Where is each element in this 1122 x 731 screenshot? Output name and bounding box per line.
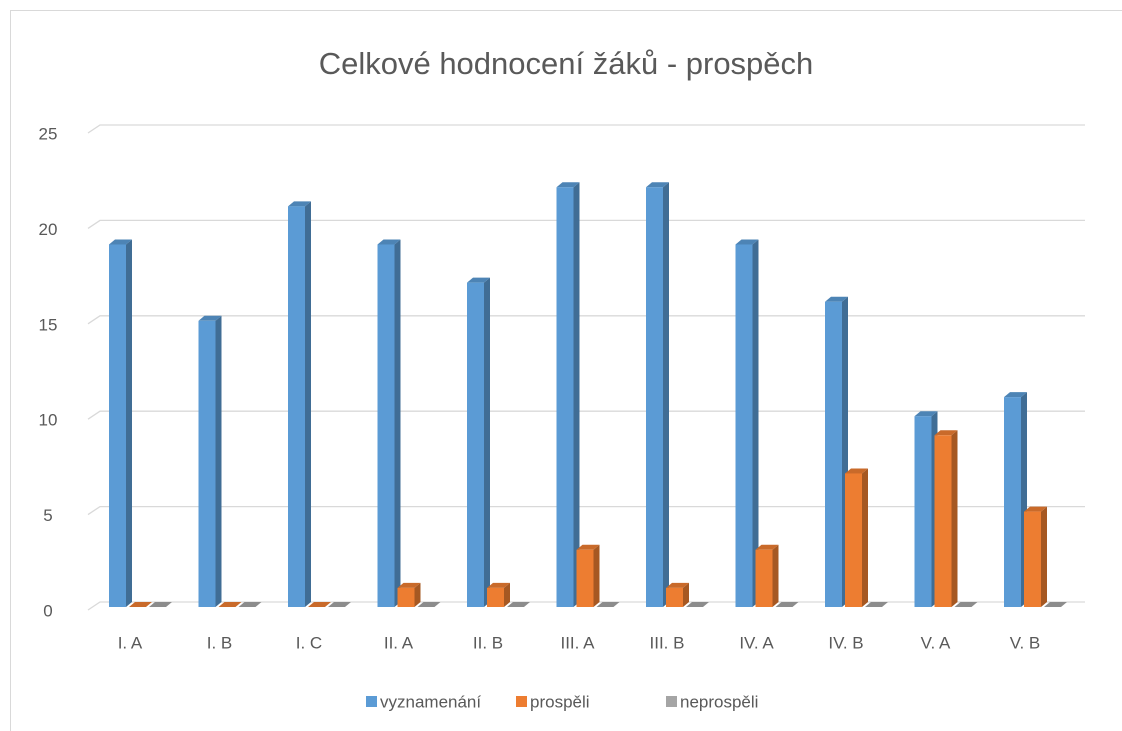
chart-title: Celkové hodnocení žáků - prospěch bbox=[319, 46, 814, 81]
bar-side bbox=[862, 468, 868, 607]
bar bbox=[556, 187, 574, 608]
bar bbox=[845, 473, 862, 607]
legend-label: vyznamenání bbox=[380, 692, 481, 711]
bar bbox=[198, 320, 216, 607]
bar-side bbox=[573, 182, 580, 608]
x-tick-label: III. B bbox=[650, 633, 685, 652]
bar bbox=[377, 244, 395, 608]
bar-top bbox=[735, 239, 759, 245]
bar-top bbox=[755, 544, 779, 550]
bar-top bbox=[576, 544, 600, 550]
bar-top bbox=[1044, 602, 1067, 607]
bar-top bbox=[238, 602, 262, 607]
bar bbox=[487, 587, 504, 607]
bar-side bbox=[951, 430, 958, 607]
legend-label: neprospěli bbox=[680, 692, 758, 711]
bar bbox=[735, 244, 753, 608]
bar-side bbox=[305, 201, 311, 607]
bar-top bbox=[198, 315, 222, 321]
bar-top bbox=[397, 582, 421, 588]
bar-top bbox=[934, 430, 958, 436]
bar bbox=[646, 187, 663, 608]
y-tick-label: 25 bbox=[39, 124, 58, 143]
bar-top bbox=[377, 239, 401, 245]
bar bbox=[467, 282, 484, 607]
bar bbox=[755, 549, 773, 607]
bar bbox=[934, 435, 952, 607]
y-tick-label: 0 bbox=[43, 601, 52, 620]
x-tick-label: I. B bbox=[207, 633, 233, 652]
legend-swatch bbox=[666, 696, 677, 707]
x-tick-label: IV. A bbox=[739, 633, 774, 652]
x-tick-label: IV. B bbox=[828, 633, 863, 652]
bar-side bbox=[1041, 506, 1047, 607]
bar-side bbox=[593, 544, 600, 607]
bar-top bbox=[328, 602, 351, 607]
bar-side bbox=[752, 239, 759, 608]
bar-top bbox=[308, 602, 331, 607]
bar bbox=[288, 206, 305, 607]
y-tick-label: 15 bbox=[39, 315, 58, 334]
bar-top bbox=[775, 602, 799, 607]
bar bbox=[825, 301, 842, 607]
bar bbox=[1004, 397, 1021, 607]
bar-side bbox=[663, 182, 669, 608]
bar-top bbox=[149, 602, 172, 607]
bar-side bbox=[683, 582, 689, 607]
bar-side bbox=[772, 544, 779, 607]
bar-top bbox=[865, 602, 888, 607]
bar-top bbox=[666, 582, 689, 588]
bar-top bbox=[845, 468, 868, 474]
legend-swatch bbox=[366, 696, 377, 707]
x-tick-label: V. A bbox=[921, 633, 951, 652]
bar bbox=[666, 587, 683, 607]
legend-label: prospěli bbox=[530, 692, 590, 711]
bar bbox=[914, 416, 932, 607]
bar-top bbox=[596, 602, 620, 607]
x-tick-label: II. A bbox=[384, 633, 414, 652]
bar-top bbox=[417, 602, 441, 607]
legend-swatch bbox=[516, 696, 527, 707]
bar-side bbox=[504, 582, 510, 607]
bar-top bbox=[825, 296, 848, 302]
bar-top bbox=[556, 182, 580, 188]
y-tick-label: 5 bbox=[43, 506, 52, 525]
bar-top bbox=[686, 602, 709, 607]
bar-top bbox=[954, 602, 978, 607]
grid-line bbox=[87, 219, 1085, 229]
bar-side bbox=[126, 239, 132, 608]
bar bbox=[576, 549, 594, 607]
y-tick-label: 20 bbox=[39, 220, 58, 239]
bar-top bbox=[487, 582, 510, 588]
bar-top bbox=[646, 182, 669, 188]
bar-top bbox=[467, 277, 490, 283]
bar bbox=[1024, 511, 1041, 607]
bar bbox=[109, 244, 126, 608]
x-tick-label: I. C bbox=[296, 633, 322, 652]
bar-top bbox=[914, 411, 938, 417]
bar-side bbox=[215, 315, 222, 607]
bar-top bbox=[109, 239, 132, 245]
bar-side bbox=[394, 239, 401, 608]
bar-side bbox=[414, 582, 421, 607]
bar-top bbox=[288, 201, 311, 207]
x-tick-label: II. B bbox=[473, 633, 503, 652]
bar-side bbox=[484, 277, 490, 607]
y-tick-label: 10 bbox=[39, 411, 58, 430]
x-tick-label: V. B bbox=[1010, 633, 1041, 652]
x-tick-label: I. A bbox=[118, 633, 143, 652]
bar-top bbox=[129, 602, 152, 607]
grid-line bbox=[87, 124, 1085, 134]
bar-top bbox=[218, 602, 242, 607]
bar-top bbox=[1004, 392, 1027, 398]
bar-top bbox=[1024, 506, 1047, 512]
x-tick-label: III. A bbox=[560, 633, 595, 652]
bar-top bbox=[507, 602, 530, 607]
bar bbox=[397, 587, 415, 607]
